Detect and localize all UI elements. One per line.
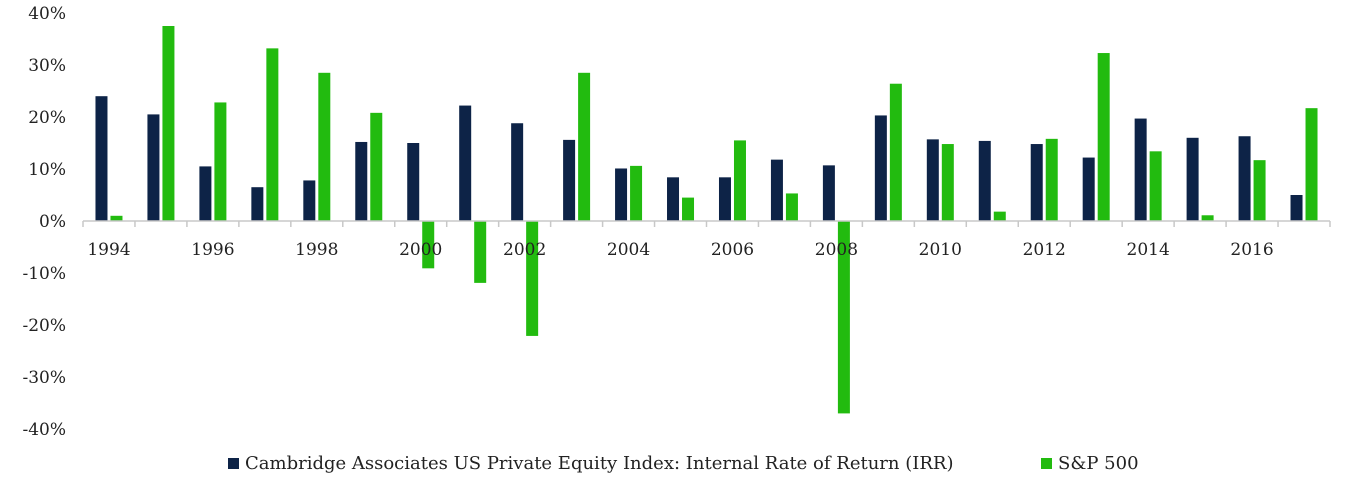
bar-sp500-2001 [474, 221, 487, 283]
y-tick-label: 40% [28, 4, 66, 24]
bar-private-equity-2013 [1082, 157, 1095, 221]
bar-sp500-2013 [1097, 53, 1110, 221]
bar-sp500-2008 [837, 221, 850, 414]
bar-private-equity-1999 [355, 141, 368, 221]
bar-sp500-2004 [630, 165, 643, 221]
y-tick-label: 30% [28, 56, 66, 76]
x-tick-label: 2004 [607, 240, 650, 260]
legend-swatch-private-equity [228, 458, 239, 469]
bar-private-equity-2008 [822, 165, 835, 221]
bar-private-equity-2012 [1030, 144, 1043, 221]
bar-sp500-1995 [162, 26, 175, 221]
bar-private-equity-2005 [667, 177, 680, 221]
bar-sp500-2014 [1149, 151, 1162, 221]
y-tick-label: 0% [39, 212, 66, 232]
y-tick-label: -10% [22, 264, 66, 284]
bar-private-equity-2015 [1186, 137, 1199, 221]
x-tick-label: 2014 [1127, 240, 1170, 260]
bar-sp500-1994 [110, 215, 123, 221]
bar-private-equity-1996 [199, 166, 212, 221]
x-tick-label: 2006 [711, 240, 754, 260]
bar-sp500-1998 [318, 72, 331, 221]
x-tick-label: 1996 [191, 240, 234, 260]
bar-sp500-1996 [214, 102, 227, 221]
legend: Cambridge Associates US Private Equity I… [0, 447, 1355, 481]
bar-sp500-2002 [526, 221, 539, 336]
x-axis-tick-marks [82, 221, 1331, 227]
x-axis-tick-labels: 1994 1996 1998 2000 2002 2004 2006 2008 2010 2012… [87, 240, 1273, 260]
bar-private-equity-1994 [95, 96, 108, 221]
bar-private-equity-1998 [303, 180, 316, 221]
y-axis-tick-labels: 40% 30% 20% 10% 0% -10% -20% -30% -40% [22, 4, 66, 440]
bar-private-equity-2010 [926, 139, 939, 221]
bar-sp500-2006 [733, 140, 746, 221]
x-tick-label: 2008 [815, 240, 858, 260]
bar-sp500-2000 [422, 221, 435, 269]
y-tick-label: 10% [28, 160, 66, 180]
x-tick-label: 2012 [1023, 240, 1066, 260]
x-tick-label: 2000 [399, 240, 442, 260]
x-tick-label: 1998 [295, 240, 338, 260]
bar-sp500-2010 [941, 144, 954, 221]
legend-item-sp500: S&P 500 [1041, 453, 1139, 474]
bar-private-equity-2016 [1238, 136, 1251, 221]
chart-area: 40%30%20%10%0%-10%-20%-30%-40% 1994 1996 1… [22, 4, 1331, 440]
bar-sp500-2015 [1201, 215, 1214, 221]
bar-private-equity-2017 [1290, 195, 1303, 221]
bar-sp500-2016 [1253, 160, 1266, 221]
bar-sp500-2007 [785, 193, 798, 221]
x-tick-label: 2002 [503, 240, 546, 260]
y-tick-label: 20% [28, 108, 66, 128]
x-tick-label: 1994 [87, 240, 130, 260]
bar-private-equity-1997 [251, 187, 264, 221]
bar-sp500-2003 [578, 72, 591, 221]
bar-private-equity-1995 [147, 114, 160, 221]
x-tick-label: 2016 [1230, 240, 1273, 260]
bar-private-equity-2004 [615, 168, 628, 221]
bar-private-equity-2002 [511, 123, 524, 221]
bar-private-equity-2007 [770, 159, 783, 221]
x-tick-label: 2010 [919, 240, 962, 260]
bar-sp500-1997 [266, 48, 279, 221]
bar-private-equity-2014 [1134, 118, 1147, 221]
bar-sp500-2011 [993, 211, 1006, 221]
bar-sp500-1999 [370, 112, 383, 221]
legend-swatch-sp500 [1041, 458, 1052, 469]
bar-private-equity-2011 [978, 140, 991, 221]
bars [95, 26, 1318, 414]
bar-sp500-2009 [889, 83, 902, 221]
bar-sp500-2017 [1305, 108, 1318, 221]
bar-private-equity-2001 [459, 105, 472, 221]
legend-label-private-equity: Cambridge Associates US Private Equity I… [245, 453, 954, 474]
y-tick-label: -40% [22, 420, 66, 440]
y-tick-label: -20% [22, 316, 66, 336]
bar-sp500-2005 [682, 197, 695, 221]
bar-private-equity-2000 [407, 143, 420, 221]
y-tick-label: -30% [22, 368, 66, 388]
bar-private-equity-2003 [563, 139, 576, 221]
bar-private-equity-2009 [874, 115, 887, 221]
legend-item-private-equity: Cambridge Associates US Private Equity I… [228, 453, 954, 474]
bar-sp500-2012 [1045, 138, 1058, 221]
bar-private-equity-2006 [718, 177, 731, 221]
legend-label-sp500: S&P 500 [1058, 453, 1139, 474]
